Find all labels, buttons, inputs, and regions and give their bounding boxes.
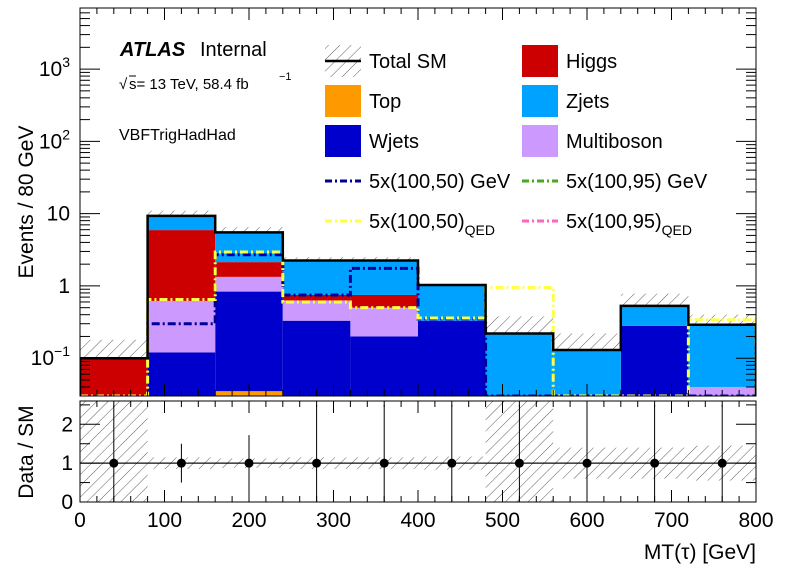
ratio-point-8 (650, 458, 660, 468)
legend-entry-5: Multiboson (522, 125, 663, 157)
bar-wjets-2-bin-1 (147, 352, 216, 396)
legend-label-6: 5x(100,50) GeV (369, 171, 511, 193)
legend-entry-4: Wjets (325, 125, 419, 157)
ratio-point-6 (514, 458, 524, 468)
ratio-point-4 (379, 458, 389, 468)
ratio-axis-ticks: 0 1 2 0 100 200 300 400 500 600 700 800 (61, 401, 774, 532)
legend-entry-9: 5x(100,95)QED (522, 211, 692, 238)
bar-zjets-5-bin-4 (350, 260, 418, 295)
y-tick-label-3: 102 (39, 126, 70, 153)
legend-swatch-4 (325, 125, 361, 157)
sqrt-symbol: √ (119, 76, 128, 93)
legend-entry-2: Top (325, 85, 401, 117)
legend-label-4: Wjets (369, 131, 419, 153)
x-tick-label-6: 600 (569, 509, 604, 532)
legend-swatch-3 (522, 85, 558, 117)
bar-wjets-2-bin-8 (620, 325, 689, 396)
bar-higgs-4-bin-1 (147, 230, 216, 301)
ratio-point-7 (582, 458, 592, 468)
bar-higgs-4-bin-0 (80, 358, 148, 396)
region-label: VBFTrigHadHad (119, 127, 236, 144)
legend-label-3: Zjets (566, 91, 609, 113)
y-tick-label-1: 1 (58, 275, 70, 298)
legend-entry-0: Total SM (325, 45, 447, 77)
legend-label-8: 5x(100,50)QED (369, 211, 495, 238)
bar-zjets-5-bin-9 (688, 324, 756, 387)
bar-multiboson-3-bin-4 (350, 307, 418, 337)
legend-swatch-1 (522, 45, 558, 77)
legend-label-1: Higgs (566, 51, 617, 73)
bar-higgs-4-bin-4 (350, 294, 418, 308)
legend: Total SM Higgs Top Zjets Wjets Multiboson 5x(1… (325, 45, 708, 238)
x-tick-label-3: 300 (316, 509, 351, 532)
total-sm-step (80, 214, 756, 396)
bar-wjets-2-bin-2 (215, 291, 283, 392)
ratio-point-1 (176, 458, 186, 468)
ratio-point-3 (312, 458, 322, 468)
main-axis-ticks: 10−1 1 10 102 103 (31, 7, 757, 397)
legend-entry-8: 5x(100,50)QED (325, 211, 495, 238)
ratio-y-axis-label: Data / SM (15, 405, 38, 498)
legend-entry-6: 5x(100,50) GeV (325, 171, 511, 193)
ratio-panel: 0 1 2 0 100 200 300 400 500 600 700 800 Data / SM M… (15, 400, 774, 564)
x-tick-label-1: 100 (147, 509, 182, 532)
atlas-label: ATLAS Internal √ s= 13 TeV, 58.4 fb −1 V… (119, 39, 292, 144)
x-axis-label: MT(τ) [GeV] (644, 541, 756, 564)
x-tick-label-0: 0 (74, 509, 86, 532)
legend-label-7: 5x(100,95) GeV (566, 171, 708, 193)
x-tick-label-2: 200 (231, 509, 266, 532)
legend-entry-3: Zjets (522, 85, 609, 117)
bar-zjets-5-bin-2 (215, 232, 283, 263)
bar-higgs-4-bin-2 (215, 262, 283, 277)
legend-swatch-2 (325, 85, 361, 117)
y-tick-label-0: 10−1 (31, 343, 71, 370)
ratio-y-tick-label-0: 0 (61, 491, 73, 514)
x-tick-label-5: 500 (485, 509, 520, 532)
bar-multiboson-3-bin-3 (282, 300, 351, 321)
bar-multiboson-3-bin-2 (215, 276, 283, 292)
ratio-point-5 (447, 458, 457, 468)
total-sm-line (80, 214, 756, 396)
bar-wjets-2-bin-3 (282, 320, 351, 396)
x-tick-label-8: 800 (738, 509, 773, 532)
bar-zjets-5-bin-8 (620, 305, 689, 326)
bar-multiboson-3-bin-1 (147, 300, 216, 353)
bar-zjets-5-bin-5 (418, 284, 486, 321)
bar-higgs-4-bin-3 (282, 294, 351, 301)
energy-text: s= 13 TeV, 58.4 fb (129, 76, 249, 93)
ratio-point-2 (244, 458, 254, 468)
x-tick-label-4: 400 (400, 509, 435, 532)
legend-label-0: Total SM (369, 51, 447, 73)
legend-entry-1: Higgs (522, 45, 617, 77)
energy-lumi-label: √ s= 13 TeV, 58.4 fb −1 (119, 71, 292, 93)
main-y-axis-label: Events / 80 GeV (15, 126, 38, 279)
bar-zjets-5-bin-6 (485, 333, 554, 396)
y-tick-label-2: 10 (47, 203, 70, 226)
bar-wjets-2-bin-4 (350, 336, 418, 396)
legend-label-2: Top (369, 91, 401, 113)
main-histogram-panel: 10−1 1 10 102 103 Events / 80 GeV ATLAS Inte… (15, 7, 757, 397)
legend-label-5: Multiboson (566, 131, 663, 153)
legend-swatch-5 (522, 125, 558, 157)
x-tick-label-7: 700 (654, 509, 689, 532)
legend-entry-7: 5x(100,95) GeV (522, 171, 708, 193)
ratio-point-9 (717, 458, 727, 468)
ratio-y-tick-label-1: 1 (61, 452, 73, 475)
ratio-point-0 (109, 458, 119, 468)
atlas-internal: Internal (200, 39, 267, 61)
ratio-y-tick-label-2: 2 (61, 413, 73, 436)
y-tick-label-4: 103 (39, 54, 70, 81)
energy-superscript: −1 (279, 71, 292, 83)
bar-zjets-5-bin-3 (282, 260, 351, 295)
bar-wjets-2-bin-5 (418, 320, 486, 396)
bar-zjets-5-bin-1 (147, 215, 216, 231)
atlas-brand: ATLAS (119, 39, 186, 61)
legend-label-9: 5x(100,95)QED (566, 211, 692, 238)
